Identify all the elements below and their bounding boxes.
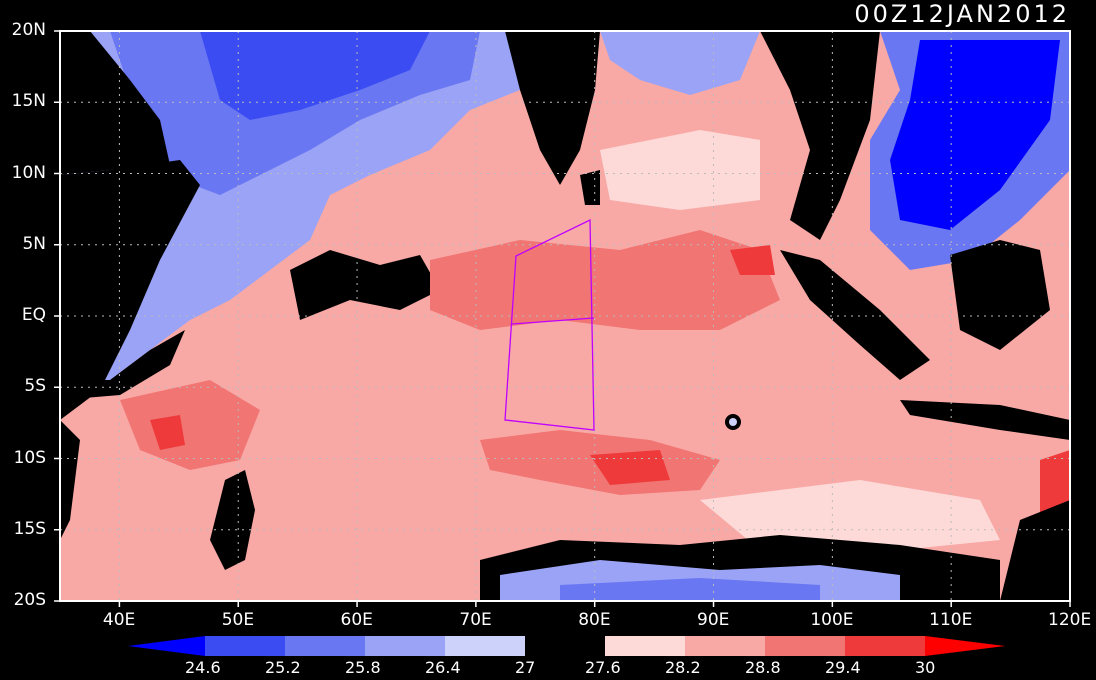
cool-region-south-china-core (890, 40, 1060, 230)
lat-label: 15N (11, 91, 46, 112)
lat-label: 5N (22, 233, 46, 254)
colorbar-level-label: 27.6 (585, 658, 621, 677)
hot-patch-sumatra (730, 245, 775, 275)
land-africa-south (60, 420, 80, 540)
colorbar-segment (365, 636, 445, 656)
lat-label: EQ (21, 305, 46, 325)
colorbar-segment (605, 636, 685, 656)
land-australia (1000, 500, 1070, 601)
graticule (60, 31, 1070, 601)
colorbar-level-label: 27 (515, 658, 536, 677)
land-sumatra (780, 250, 930, 380)
colorbar-arrow-low (128, 636, 205, 656)
lat-label: 15S (13, 518, 46, 539)
lon-label: 120E (1048, 610, 1092, 630)
hot-patch-west (150, 415, 185, 450)
land-arabia-africa (60, 31, 170, 175)
lon-label: 60E (340, 610, 373, 630)
colorbar-level-label: 28.8 (745, 658, 781, 677)
lon-label: 100E (810, 610, 854, 630)
lon-label: 90E (697, 610, 730, 630)
colorbar-segment (765, 636, 845, 656)
lon-label: 80E (578, 610, 611, 630)
colorbar-segment (285, 636, 365, 656)
colorbar-level-label: 26.4 (425, 658, 461, 677)
colorbar-segment (525, 636, 605, 656)
map-field (60, 31, 1070, 601)
lon-label: 70E (459, 610, 492, 630)
land-india (505, 31, 600, 185)
lon-label: 50E (221, 610, 255, 630)
colorbar-segment (845, 636, 925, 656)
warm-patch-southwest (120, 380, 260, 470)
lon-label: 40E (102, 610, 136, 630)
colorbar-level-label: 24.6 (185, 658, 221, 677)
colorbar-level-label: 30 (915, 658, 936, 677)
colorbar-level-label: 28.2 (665, 658, 701, 677)
land-java-timor (900, 400, 1070, 440)
colorbar (128, 636, 1005, 656)
land-myanmar-thailand (760, 31, 880, 240)
colorbar-segment (445, 636, 525, 656)
land-madagascar (210, 470, 255, 570)
map-title: 00Z12JAN2012 (854, 0, 1070, 28)
lat-label: 5S (24, 376, 46, 397)
land-borneo (950, 240, 1050, 350)
lighter-region-south (700, 480, 1000, 550)
lat-label: 10N (11, 162, 46, 183)
colorbar-segment (685, 636, 765, 656)
lon-label: 110E (929, 610, 973, 630)
lat-label: 10S (13, 447, 46, 468)
lat-label: 20N (11, 20, 46, 40)
colorbar-level-label: 25.2 (265, 658, 301, 677)
cool-region-south-core (560, 578, 820, 601)
colorbar-segment (205, 636, 285, 656)
colorbar-arrow-high (925, 636, 1005, 656)
cool-region-arabian-core (200, 31, 430, 120)
cold-spot-core (729, 418, 737, 426)
land-horn-of-africa (60, 160, 200, 420)
axis-ticks (54, 30, 1071, 607)
analysis-box (504, 218, 595, 431)
lighter-region-bengal (600, 130, 760, 210)
colorbar-level-label: 25.8 (345, 658, 381, 677)
lat-label: 20S (13, 590, 46, 610)
colorbar-level-label: 29.4 (825, 658, 861, 677)
transition-band-arabian (290, 250, 440, 320)
cool-region-bengal-top (600, 31, 760, 95)
